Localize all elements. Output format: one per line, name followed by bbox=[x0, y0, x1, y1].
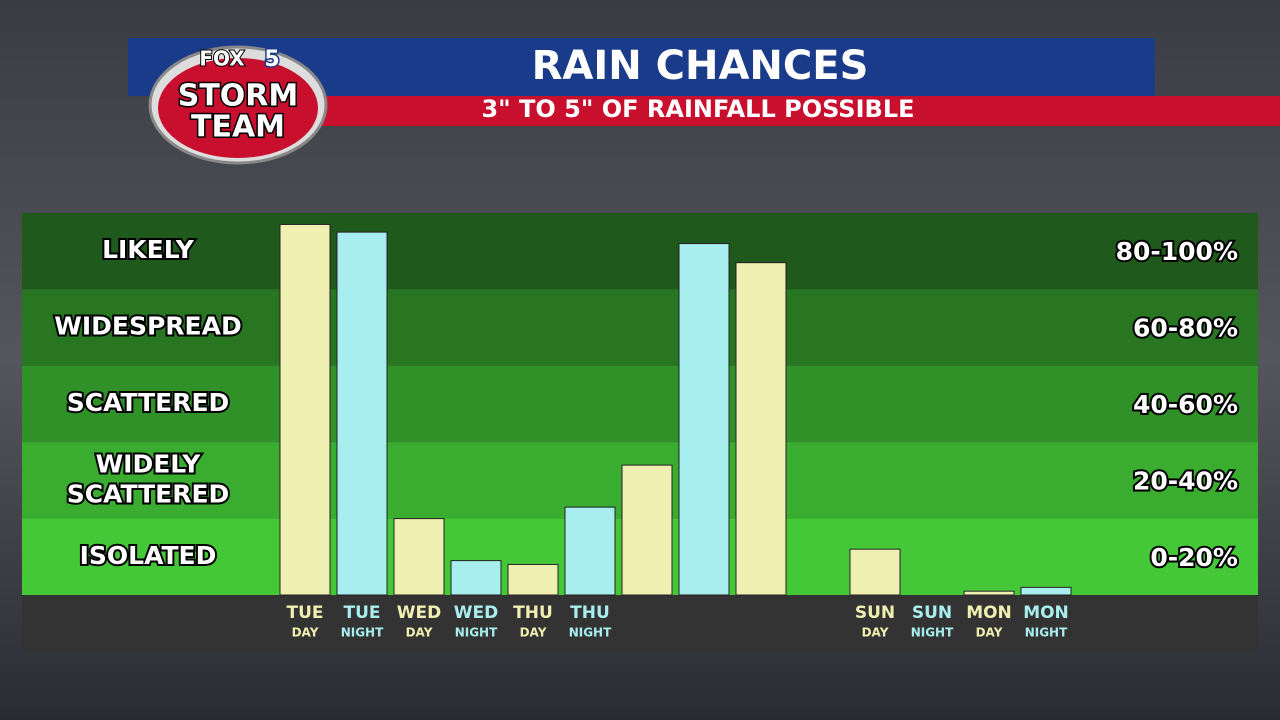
band bbox=[22, 365, 1258, 443]
x-tick-sublabel: DAY bbox=[406, 626, 433, 640]
bar bbox=[507, 563, 559, 596]
x-tick-label: SUN bbox=[855, 603, 895, 623]
bar bbox=[450, 560, 502, 596]
band-range: 60-80% bbox=[1133, 314, 1238, 343]
x-tick-sublabel: NIGHT bbox=[1025, 626, 1068, 640]
x-tick-label: SUN bbox=[912, 603, 952, 623]
band-range: 20-40% bbox=[1133, 466, 1238, 495]
band bbox=[22, 213, 1258, 290]
x-tick-label: WED bbox=[397, 603, 441, 623]
x-tick-sublabel: NIGHT bbox=[341, 626, 384, 640]
x-tick-sublabel: DAY bbox=[976, 626, 1003, 640]
logo: FOX 5 STORM TEAM bbox=[148, 45, 328, 165]
bar bbox=[279, 223, 331, 596]
x-tick-label: THU bbox=[513, 603, 553, 623]
chart-subtitle: 3" TO 5" OF RAINFALL POSSIBLE bbox=[481, 95, 914, 123]
bar bbox=[963, 590, 1015, 596]
logo-line: TEAM bbox=[191, 110, 285, 145]
bar bbox=[621, 464, 673, 596]
band-range: 0-20% bbox=[1150, 543, 1238, 572]
x-tick-sublabel: NIGHT bbox=[569, 626, 612, 640]
bar bbox=[678, 243, 730, 596]
band-range: 40-60% bbox=[1133, 390, 1238, 419]
x-tick-label: THU bbox=[570, 603, 610, 623]
plot: LIKELY 80-100% WIDESPREAD 60-80% SCATTERED 40… bbox=[22, 213, 1258, 640]
category-strip bbox=[22, 595, 1258, 652]
bar bbox=[393, 518, 445, 596]
band-label: WIDESPREAD bbox=[54, 312, 241, 341]
x-tick-sublabel: DAY bbox=[862, 626, 889, 640]
band bbox=[22, 289, 1258, 366]
x-tick-label: WED bbox=[454, 603, 498, 623]
subtitle-bar bbox=[300, 96, 1280, 126]
logo-line: STORM bbox=[178, 79, 299, 114]
bar bbox=[564, 506, 616, 596]
bar bbox=[1020, 586, 1072, 596]
bar bbox=[849, 548, 901, 596]
bar bbox=[336, 231, 388, 596]
band-range: 80-100% bbox=[1116, 237, 1238, 266]
bar bbox=[735, 262, 787, 596]
x-tick-label: MON bbox=[1023, 603, 1069, 623]
x-tick-label: TUE bbox=[343, 603, 380, 623]
x-tick-sublabel: DAY bbox=[520, 626, 547, 640]
chart-title: RAIN CHANCES bbox=[532, 43, 869, 89]
x-tick-sublabel: DAY bbox=[292, 626, 319, 640]
logo-brand: FOX bbox=[199, 47, 245, 71]
x-tick-label: TUE bbox=[286, 603, 323, 623]
band-label: ISOLATED bbox=[80, 541, 217, 570]
logo-channel: 5 bbox=[264, 47, 279, 72]
logo-disc bbox=[158, 58, 318, 158]
band-label: SCATTERED bbox=[67, 388, 230, 417]
x-tick-label: MON bbox=[966, 603, 1012, 623]
band-label: LIKELY bbox=[102, 235, 195, 264]
band-label: WIDELY SCATTERED bbox=[67, 449, 230, 508]
x-tick-sublabel: NIGHT bbox=[911, 626, 954, 640]
x-tick-sublabel: NIGHT bbox=[455, 626, 498, 640]
